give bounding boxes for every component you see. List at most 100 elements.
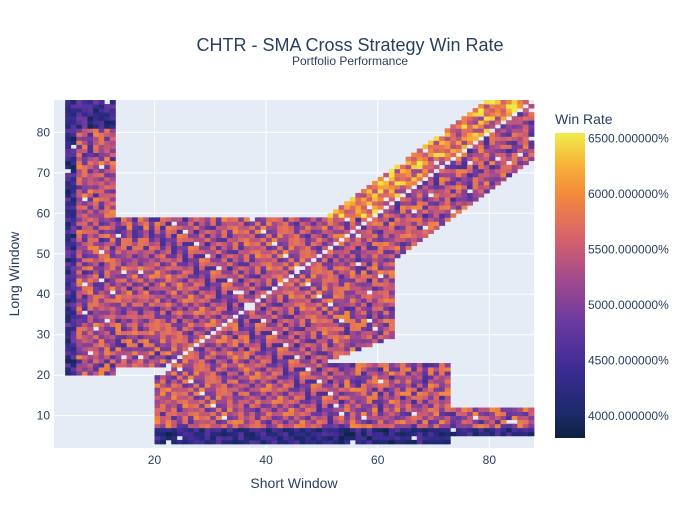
heatmap-cell — [355, 257, 362, 263]
heatmap-cell — [260, 290, 267, 295]
heatmap-cell — [282, 395, 289, 400]
heatmap-cell — [143, 282, 150, 287]
heatmap-cell — [243, 415, 250, 421]
heatmap-cell — [187, 294, 194, 299]
heatmap-cell — [349, 294, 356, 299]
heatmap-cell — [377, 237, 384, 243]
heatmap-cell — [165, 302, 172, 307]
heatmap-cell — [461, 168, 468, 174]
heatmap-cell — [366, 435, 373, 441]
heatmap-cell — [254, 306, 261, 311]
heatmap-cell — [109, 350, 116, 356]
heatmap-cell — [87, 326, 94, 332]
heatmap-cell — [472, 148, 479, 154]
heatmap-cell — [305, 302, 312, 307]
heatmap-cell — [405, 383, 412, 388]
heatmap-cell — [137, 294, 144, 299]
heatmap-cell — [132, 237, 139, 243]
heatmap-cell — [316, 225, 323, 230]
heatmap-cell — [165, 221, 172, 226]
heatmap-cell — [76, 310, 83, 315]
heatmap-cell — [182, 375, 189, 380]
heatmap-cell — [98, 269, 105, 275]
heatmap-cell — [355, 274, 362, 279]
heatmap-cell — [416, 415, 423, 421]
heatmap-cell — [143, 269, 150, 275]
heatmap-cell — [232, 294, 239, 299]
heatmap-cell — [65, 180, 72, 186]
heatmap-cell — [120, 257, 127, 263]
heatmap-cell — [467, 148, 474, 154]
heatmap-cell — [494, 419, 501, 425]
heatmap-cell — [310, 346, 317, 352]
heatmap-cell — [327, 253, 334, 259]
heatmap-cell — [70, 330, 77, 336]
heatmap-cell — [221, 391, 228, 396]
heatmap-cell — [282, 245, 289, 251]
heatmap-cell — [81, 346, 88, 352]
heatmap-cell — [126, 294, 133, 299]
heatmap-cell — [483, 431, 490, 437]
heatmap-cell — [76, 245, 83, 251]
heatmap-cell — [148, 217, 155, 222]
heatmap-cell — [243, 257, 250, 263]
heatmap-cell — [143, 245, 150, 251]
heatmap-cell — [355, 371, 362, 376]
heatmap-cell — [305, 350, 312, 356]
heatmap-cell — [433, 367, 440, 372]
heatmap-cell — [254, 249, 261, 255]
heatmap-cell — [500, 407, 507, 412]
heatmap-cell — [271, 274, 278, 279]
heatmap-cell — [383, 282, 390, 287]
heatmap-cell — [254, 278, 261, 283]
heatmap-cell — [333, 269, 340, 275]
heatmap-cell — [483, 172, 490, 178]
heatmap-cell — [377, 415, 384, 421]
heatmap-cell — [204, 261, 211, 267]
heatmap-cell — [238, 431, 245, 437]
heatmap-cell — [344, 334, 351, 340]
heatmap-cell — [221, 294, 228, 299]
heatmap-cell — [76, 225, 83, 230]
heatmap-cell — [65, 350, 72, 356]
heatmap-cell — [305, 294, 312, 299]
heatmap-cell — [506, 164, 513, 170]
heatmap-cell — [260, 249, 267, 255]
heatmap-cell — [238, 350, 245, 356]
heatmap-cell — [70, 237, 77, 243]
heatmap-cell — [160, 253, 167, 259]
heatmap-cell — [65, 290, 72, 295]
heatmap-cell — [305, 407, 312, 412]
heatmap-cell — [411, 379, 418, 384]
heatmap-cell — [282, 411, 289, 417]
heatmap-cell — [282, 338, 289, 344]
heatmap-cell — [93, 367, 100, 372]
heatmap-cell — [215, 229, 222, 234]
heatmap-cell — [148, 229, 155, 234]
heatmap-cell — [221, 257, 228, 263]
heatmap-cell — [81, 342, 88, 348]
heatmap-cell — [266, 310, 273, 315]
heatmap-cell — [104, 245, 111, 251]
heatmap-cell — [221, 383, 228, 388]
heatmap-cell — [199, 306, 206, 311]
heatmap-cell — [115, 265, 122, 271]
heatmap-cell — [333, 314, 340, 319]
heatmap-cell — [254, 407, 261, 412]
heatmap-cell — [344, 310, 351, 315]
heatmap-cell — [277, 403, 284, 408]
heatmap-cell — [400, 205, 407, 210]
heatmap-cell — [210, 395, 217, 400]
heatmap-cell — [254, 221, 261, 226]
heatmap-cell — [344, 274, 351, 279]
heatmap-cell — [199, 415, 206, 421]
heatmap-cell — [478, 160, 485, 166]
heatmap-cell — [171, 354, 178, 360]
heatmap-cell — [154, 261, 161, 267]
heatmap-cell — [383, 278, 390, 283]
heatmap-cell — [93, 156, 100, 162]
heatmap-cell — [215, 241, 222, 247]
heatmap-cell — [433, 371, 440, 376]
heatmap-cell — [338, 310, 345, 315]
heatmap-cell — [87, 245, 94, 251]
